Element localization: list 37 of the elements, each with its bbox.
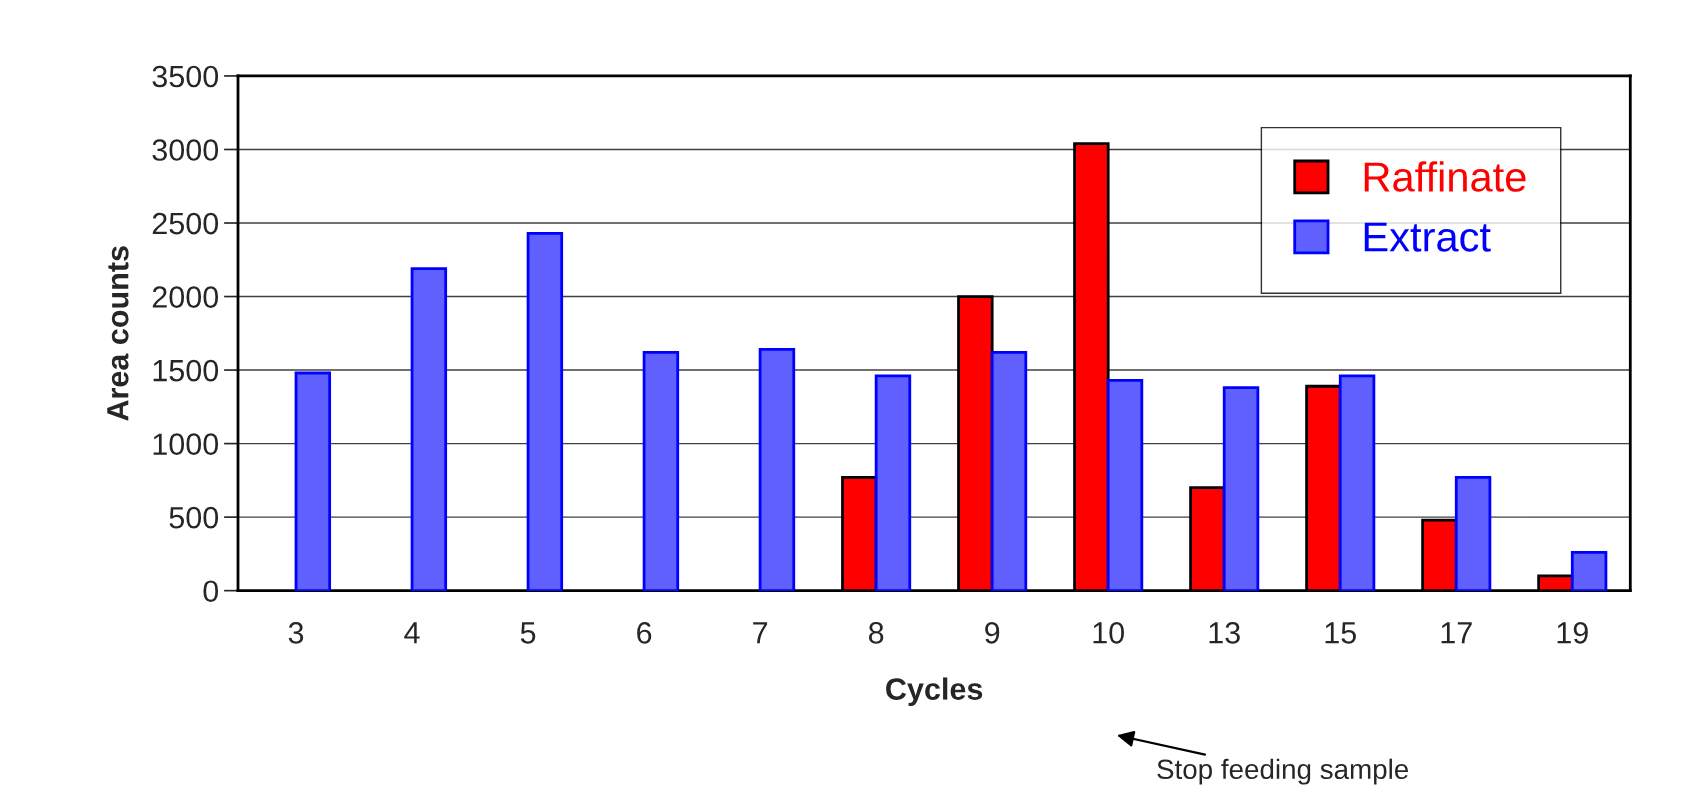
legend-label: Extract <box>1364 222 1491 252</box>
y-tick-label: 0 <box>203 580 219 603</box>
x-tick-label: 6 <box>637 622 652 644</box>
y-tick-label: 2000 <box>152 286 219 308</box>
bar <box>1570 551 1608 591</box>
bar <box>642 351 680 591</box>
x-tick-label: 19 <box>1557 622 1588 644</box>
x-tick-label: 17 <box>1441 622 1472 644</box>
x-axis-title: Cycles <box>886 677 983 706</box>
x-tick-label: 7 <box>753 622 768 644</box>
bar <box>1338 374 1376 591</box>
x-tick-label: 3 <box>288 622 304 644</box>
bar <box>1106 378 1144 591</box>
x-tick-label: 13 <box>1209 622 1240 644</box>
x-tick-label: 15 <box>1325 622 1356 644</box>
bar <box>874 374 912 591</box>
x-tick-label: 9 <box>985 622 1000 644</box>
bar <box>410 267 448 591</box>
x-tick-label: 10 <box>1093 622 1124 644</box>
y-tick-label: 3500 <box>152 65 219 88</box>
bar <box>758 348 796 591</box>
y-tick-label: 1500 <box>153 359 219 382</box>
text: Stop feeding sample <box>1157 758 1409 785</box>
y-axis-title: Area counts <box>107 246 129 421</box>
x-tick-label: 5 <box>520 622 536 644</box>
bar <box>294 371 332 591</box>
x-tick-label: 4 <box>404 622 420 644</box>
y-tick-label: 3000 <box>152 139 219 161</box>
bar <box>1454 476 1492 591</box>
legend-label: Raffinate <box>1364 161 1526 192</box>
y-tick-label: 500 <box>169 506 219 529</box>
bar <box>990 351 1028 591</box>
y-tick-label: 2500 <box>152 212 219 235</box>
x-tick-label: 8 <box>868 622 884 644</box>
y-tick-label: 1000 <box>153 433 219 455</box>
bar <box>526 231 564 591</box>
bar <box>1222 386 1260 591</box>
